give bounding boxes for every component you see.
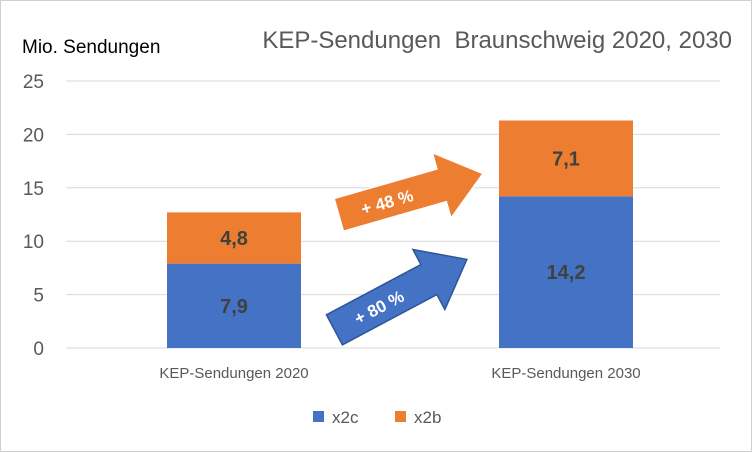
y-axis-label: Mio. Sendungen	[22, 37, 160, 58]
y-tick-label: 5	[33, 286, 44, 307]
arrow-shape	[325, 248, 468, 346]
growth-arrows: + 48 %+ 80 %	[325, 151, 485, 346]
chart-title: KEP-Sendungen Braunschweig 2020, 2030	[262, 27, 732, 54]
bar-x2b	[499, 120, 633, 197]
data-label: 14,2	[547, 262, 586, 284]
x-axis-ticks: KEP-Sendungen 2020 KEP-Sendungen 2030	[159, 365, 640, 382]
data-label: 4,8	[220, 228, 248, 250]
bar-x2b	[167, 212, 301, 264]
growth-arrow-x2b: + 48 %	[333, 151, 485, 233]
bar-x2c	[499, 196, 633, 348]
legend: x2c x2b	[313, 408, 441, 427]
arrow-shape	[333, 151, 485, 233]
x-tick-label: KEP-Sendungen 2020	[159, 365, 308, 382]
bar-x2c	[167, 263, 301, 348]
legend-label-x2b: x2b	[414, 408, 441, 427]
data-label: 7,1	[552, 148, 580, 170]
y-tick-label: 25	[23, 72, 44, 93]
x-tick-label: KEP-Sendungen 2030	[491, 365, 640, 382]
y-tick-label: 10	[23, 232, 44, 253]
y-axis-ticks: 0 5 10 15 20 25	[23, 72, 44, 360]
y-tick-label: 0	[33, 339, 44, 360]
legend-label-x2c: x2c	[332, 408, 359, 427]
bars: 7,9 4,8 14,2 7,1	[167, 120, 633, 348]
legend-swatch-x2c	[313, 411, 324, 422]
y-tick-label: 15	[23, 179, 44, 200]
y-tick-label: 20	[23, 125, 44, 146]
data-label: 7,9	[220, 296, 248, 318]
legend-swatch-x2b	[395, 411, 406, 422]
